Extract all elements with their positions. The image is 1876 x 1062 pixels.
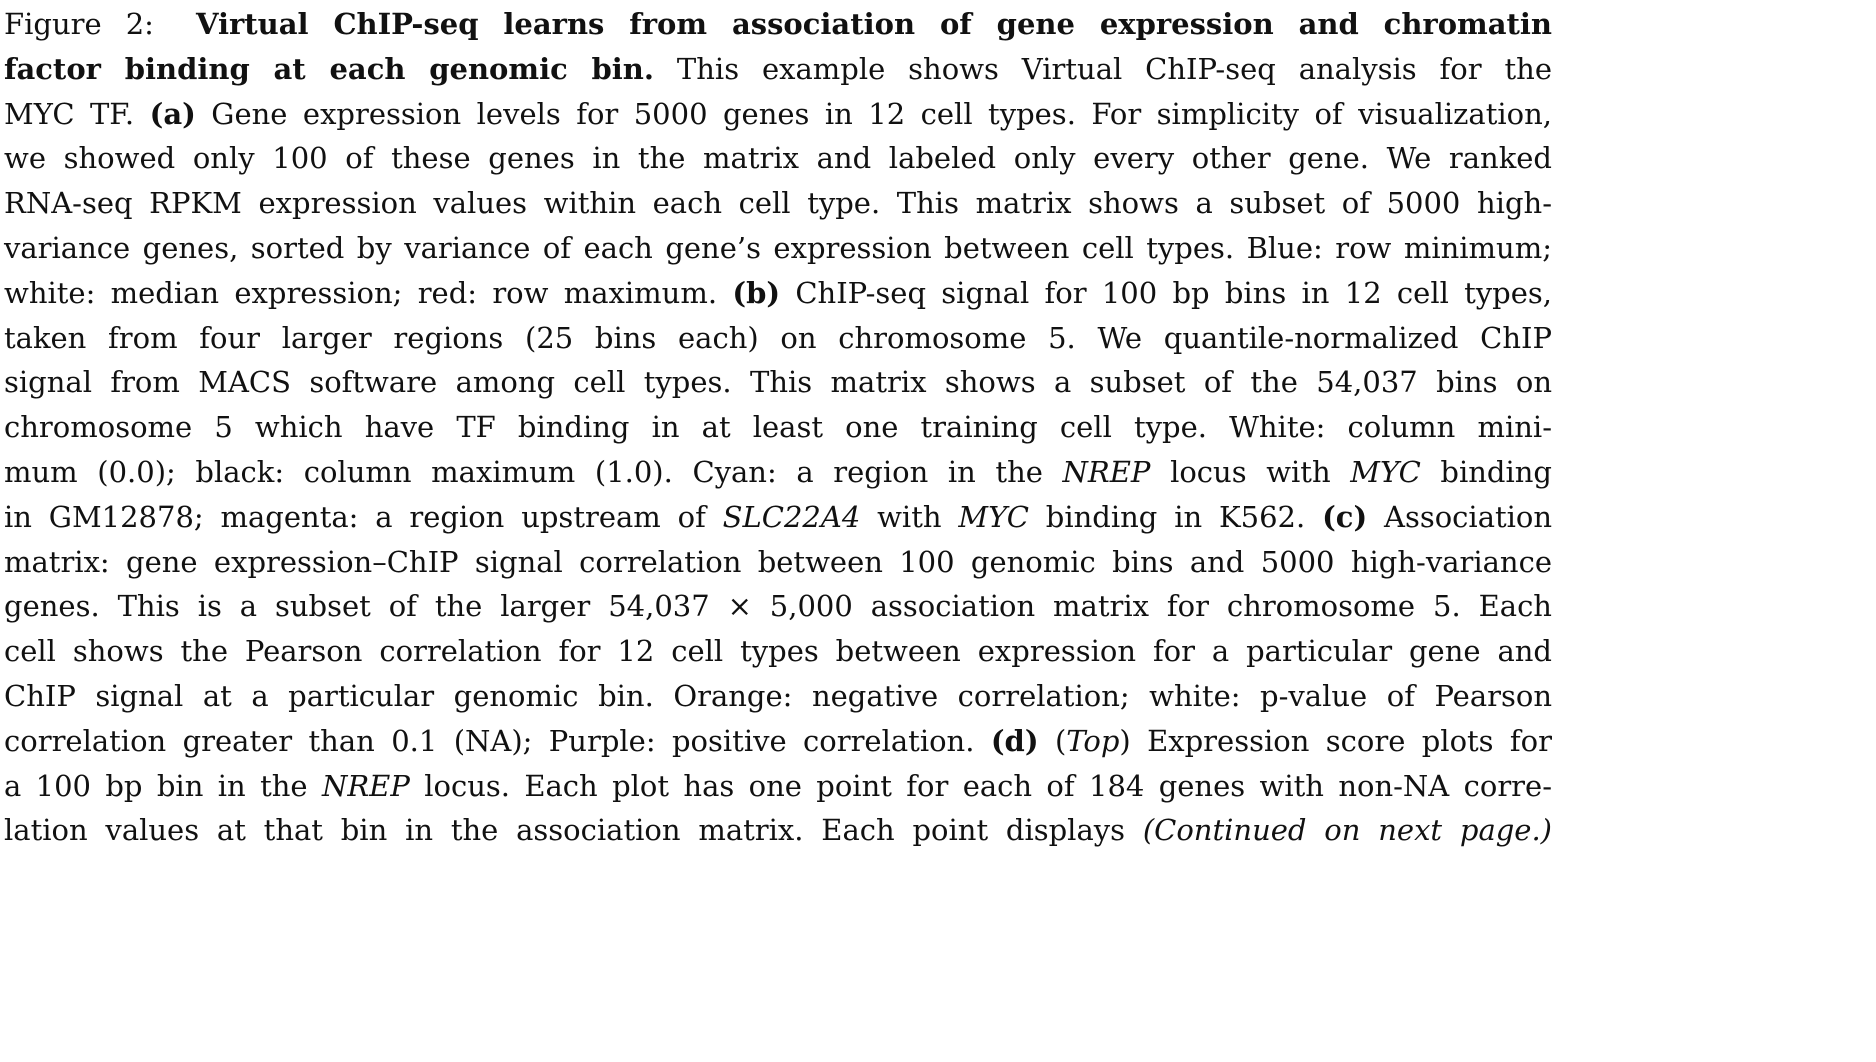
continued-note: (Continued on next page.) (1142, 813, 1552, 848)
caption-text: ChIP-seq signal for 100 bp bins in 12 ce… (795, 275, 1553, 310)
panel-label-d: (d) (990, 723, 1039, 758)
caption-line-8: taken from four larger regions (25 bins … (4, 320, 1552, 355)
paren-open: ( (1054, 723, 1067, 758)
figure-title-part1: Virtual ChIP-seq learns from association… (195, 7, 1553, 41)
caption-text: Gene expression levels for 5000 genes in… (211, 96, 1553, 131)
caption-text: a 100 bp bin in the (4, 768, 308, 803)
caption-text: binding (1440, 454, 1552, 489)
gene-name: NREP (321, 768, 410, 803)
panel-label-c: (c) (1322, 499, 1368, 534)
caption-line-7: white: median expression; red: row maxim… (4, 271, 1552, 316)
caption-text: in GM12878; magenta: a region upstream o… (4, 499, 706, 534)
caption-text: This example shows Virtual ChIP-seq anal… (676, 51, 1552, 86)
caption-line-15: cell shows the Pearson correlation for 1… (4, 634, 1552, 669)
caption-line-14: genes. This is a subset of the larger 54… (4, 589, 1552, 624)
figure-label: Figure 2: (4, 7, 154, 41)
gene-name: MYC (1350, 454, 1421, 489)
figure-caption: Figure 2: Virtual ChIP-seq learns from a… (4, 2, 1552, 853)
caption-line-13: matrix: gene expression–ChIP signal corr… (4, 544, 1552, 579)
caption-line-1: Figure 2: Virtual ChIP-seq learns from a… (4, 2, 1552, 47)
panel-label-a: (a) (149, 96, 196, 131)
caption-line-9: signal from MACS software among cell typ… (4, 365, 1552, 400)
caption-line-16: ChIP signal at a particular genomic bin.… (4, 678, 1552, 713)
caption-text: binding in K562. (1045, 499, 1306, 534)
caption-text: locus with (1170, 454, 1331, 489)
caption-line-11: mum (0.0); black: column maximum (1.0). … (4, 450, 1552, 495)
caption-line-12: in GM12878; magenta: a region upstream o… (4, 495, 1552, 540)
caption-line-6: variance genes, sorted by variance of ea… (4, 230, 1552, 265)
top-label: Top (1066, 723, 1120, 758)
caption-line-2: factor binding at each genomic bin. This… (4, 47, 1552, 92)
caption-line-17: correlation greater than 0.1 (NA); Purpl… (4, 719, 1552, 764)
caption-text: locus. Each plot has one point for each … (424, 768, 1553, 803)
caption-text: (Top) Expression score plots for (1055, 724, 1552, 758)
caption-line-19: lation values at that bin in the associa… (4, 808, 1552, 853)
gene-name: SLC22A4 (722, 499, 861, 534)
caption-line-10: chromosome 5 which have TF binding in at… (4, 410, 1552, 445)
caption-text: white: median expression; red: row maxim… (4, 275, 718, 310)
caption-text: Association (1384, 499, 1553, 534)
caption-text: MYC TF. (4, 96, 135, 131)
figure-title-part2: factor binding at each genomic bin. (4, 51, 654, 86)
caption-text: lation values at that bin in the associa… (4, 813, 1126, 848)
caption-text: correlation greater than 0.1 (NA); Purpl… (4, 723, 975, 758)
gene-name: NREP (1062, 454, 1151, 489)
caption-line-3: MYC TF. (a) Gene expression levels for 5… (4, 92, 1552, 137)
caption-text: ) Expression score plots for (1119, 723, 1552, 758)
panel-label-b: (b) (732, 275, 781, 310)
caption-line-4: we showed only 100 of these genes in the… (4, 141, 1552, 176)
caption-text: mum (0.0); black: column maximum (1.0). … (4, 454, 1043, 489)
caption-text: with (877, 499, 942, 534)
caption-line-18: a 100 bp bin in the NREP locus. Each plo… (4, 764, 1552, 809)
caption-line-5: RNA-seq RPKM expression values within ea… (4, 186, 1552, 221)
gene-name: MYC (958, 499, 1029, 534)
